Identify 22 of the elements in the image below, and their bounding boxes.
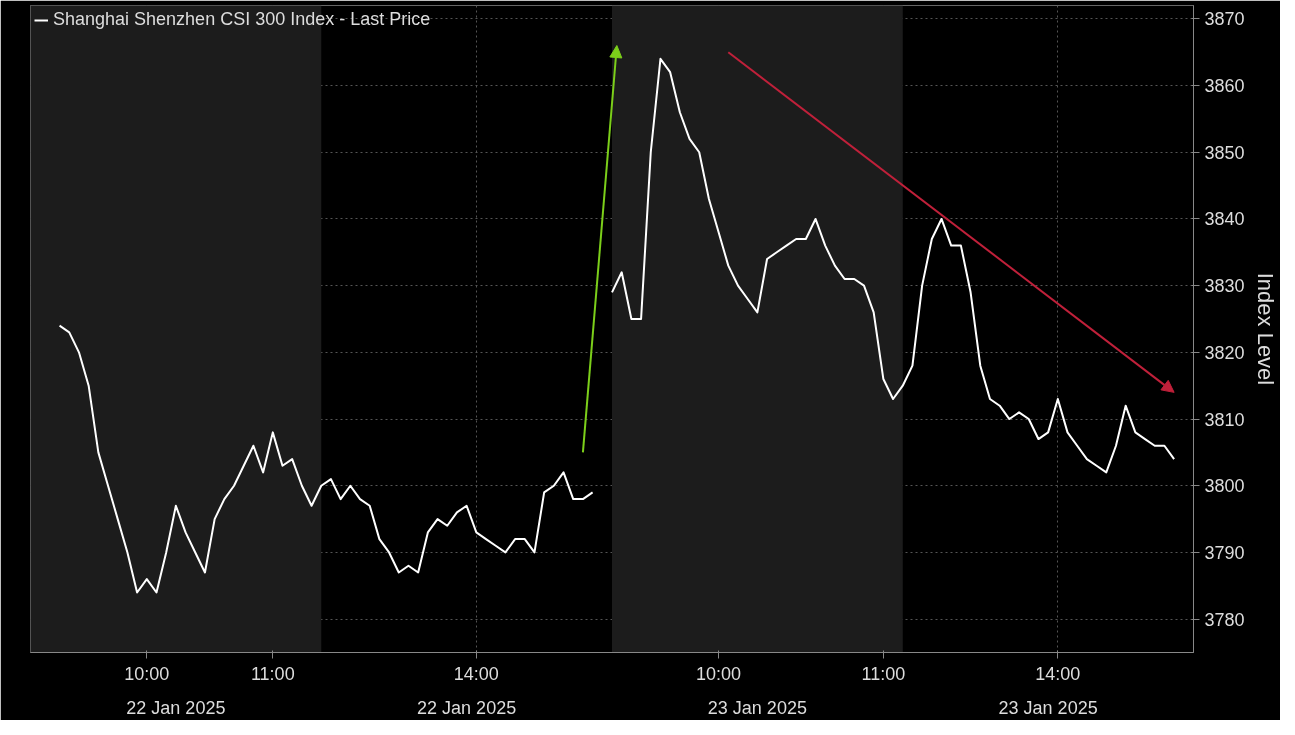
y-tick-label: 3860 [1204, 76, 1245, 97]
x-tick-label: 10:00 [124, 663, 170, 684]
y-tick-label: 3780 [1204, 609, 1245, 630]
y-tick-label: 3820 [1204, 342, 1245, 363]
y-tick-label: 3810 [1204, 409, 1245, 430]
y-tick-label: 3870 [1204, 9, 1245, 30]
y-tick-label: 3790 [1204, 542, 1245, 563]
x-tick-label: 11:00 [250, 663, 295, 684]
x-tick-label: 14:00 [453, 663, 499, 684]
text: 22 Jan 2025 [126, 697, 226, 718]
y-tick-label: 3850 [1204, 142, 1245, 163]
text: 23 Jan 2025 [707, 697, 807, 718]
y-tick-label: 3840 [1204, 209, 1245, 230]
x-tick-label: 10:00 [696, 663, 742, 684]
x-tick-label: 14:00 [1035, 663, 1081, 684]
y-axis-title: Index Level [1252, 272, 1278, 386]
text: 23 Jan 2025 [998, 697, 1098, 718]
y-tick-label: 3800 [1204, 476, 1245, 497]
legend-label: Shanghai Shenzhen CSI 300 Index - Last Price [53, 9, 431, 30]
text: 22 Jan 2025 [417, 697, 517, 718]
x-tick-label: 11:00 [861, 663, 906, 684]
y-tick-label: 3830 [1204, 276, 1245, 297]
